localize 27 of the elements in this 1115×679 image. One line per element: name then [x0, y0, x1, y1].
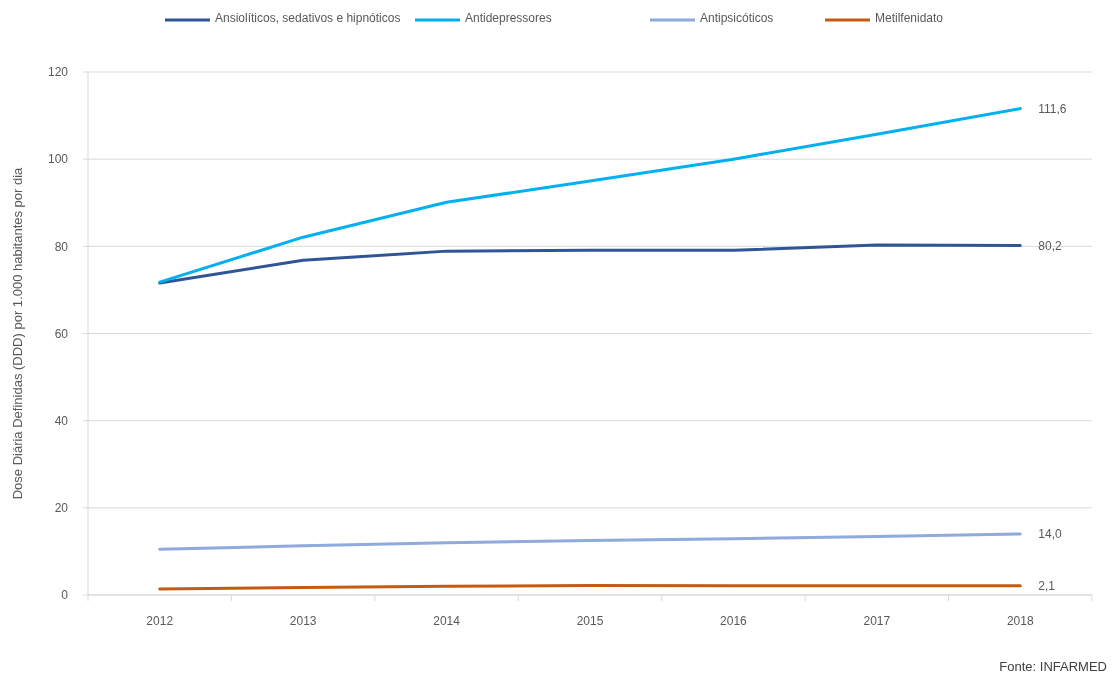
x-tick-label: 2013: [289, 614, 317, 628]
legend-label: Metilfenidato: [875, 11, 944, 26]
line-series: [158, 243, 1022, 285]
y-tick-label: 120: [47, 65, 69, 80]
x-tick-label: 2017: [863, 614, 891, 628]
legend-label: Antipsicóticos: [700, 11, 774, 26]
x-tick-label: 2012: [146, 614, 174, 628]
legend-label: Antidepressores: [465, 11, 552, 26]
legend-label: Ansiolíticos, sedativos e hipnóticos: [215, 11, 401, 26]
data-label: 111,6: [1038, 101, 1067, 116]
data-label: 14,0: [1038, 527, 1062, 542]
x-tick-label: 2015: [576, 614, 604, 628]
x-tick-label: 2018: [1006, 614, 1034, 628]
source-note: Fonte: INFARMED: [999, 659, 1107, 674]
y-tick-label: 40: [54, 413, 69, 428]
y-tick-label: 100: [47, 152, 69, 167]
y-tick-label: 80: [54, 239, 69, 254]
x-tick-label: 2014: [433, 614, 461, 628]
y-tick-label: 60: [54, 326, 69, 341]
line-series: [158, 532, 1022, 551]
y-tick-label: 0: [61, 588, 69, 603]
line-series: [158, 107, 1022, 284]
x-tick-label: 2016: [720, 614, 748, 628]
y-axis-title: Dose Diária Definidas (DDD) por 1.000 habitantes por dia: [10, 166, 25, 500]
data-label: 80,2: [1038, 238, 1062, 253]
data-label: 2,1: [1038, 579, 1056, 594]
y-tick-label: 20: [54, 501, 69, 516]
